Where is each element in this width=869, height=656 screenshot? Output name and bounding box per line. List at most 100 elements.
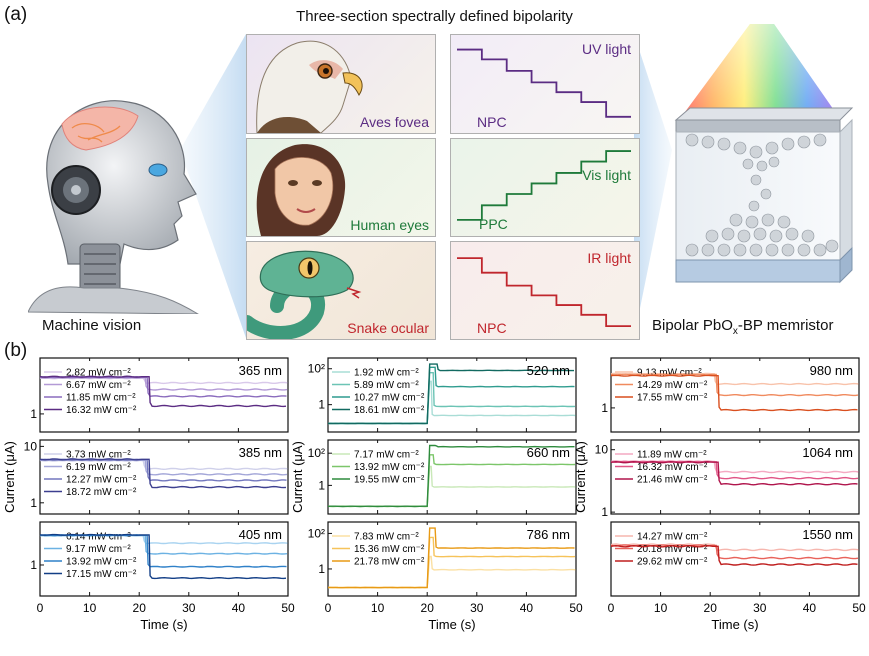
legend-label: 29.62 mW cm⁻²	[637, 557, 708, 568]
series-line	[610, 543, 859, 552]
y-axis-label: Current (μA)	[573, 441, 588, 513]
series-line	[39, 376, 288, 391]
x-tick-label: 0	[37, 601, 44, 615]
legend-label: 13.92 mW cm⁻²	[66, 557, 137, 568]
legend-label: 16.32 mW cm⁻²	[66, 405, 137, 416]
ir-response-panel: IR light NPC	[450, 241, 640, 340]
series-line	[39, 375, 287, 408]
x-tick-label: 30	[753, 601, 767, 615]
vis-ppc-label: PPC	[479, 216, 508, 232]
legend-label: 17.55 mW cm⁻²	[637, 393, 708, 404]
y-tick-label: 1	[318, 478, 325, 492]
chart-385-nm: 10 1 3.73 mW cm⁻²6.19 mW cm⁻² 12.27 mW cm⁻²…	[24, 439, 289, 515]
legend-label: 10.27 mW cm⁻²	[354, 393, 425, 404]
legend-label: 7.83 mW cm⁻²	[354, 532, 419, 543]
legend-label: 18.72 mW cm⁻²	[66, 487, 137, 498]
y-tick-label: 10²	[308, 526, 325, 540]
y-tick-label: 1	[30, 407, 37, 421]
series-line	[327, 444, 575, 508]
y-tick-label: 1	[601, 505, 608, 519]
machine-vision-caption: Machine vision	[42, 317, 142, 334]
plot-frame	[39, 357, 289, 433]
x-tick-label: 20	[133, 601, 147, 615]
series-line	[610, 544, 858, 566]
human-eye-left	[288, 180, 298, 186]
legend-label: 14.29 mW cm⁻²	[637, 380, 708, 391]
x-tick-label: 20	[421, 601, 435, 615]
eagle-illustration	[256, 40, 363, 133]
x-tick-label: 40	[232, 601, 246, 615]
x-axis-label: Time (s)	[140, 617, 187, 632]
chart-title: 1550 nm	[802, 527, 853, 542]
x-tick-label: 30	[182, 601, 196, 615]
chart-1550-nm: 14.27 mW cm⁻²20.18 mW cm⁻² 29.62 mW cm⁻² 1…	[608, 521, 866, 632]
legend-label: 17.15 mW cm⁻²	[66, 569, 137, 580]
plot-frame	[327, 521, 577, 597]
chart-title: 1064 nm	[802, 445, 853, 460]
legend-label: 18.61 mW cm⁻²	[354, 405, 425, 416]
x-axis-label: Time (s)	[711, 617, 758, 632]
y-tick-label: 1	[30, 558, 37, 572]
legend-label: 19.55 mW cm⁻²	[354, 475, 425, 486]
ir-npc-label: NPC	[477, 320, 507, 336]
y-tick-label: 1	[30, 496, 37, 510]
step-response-line	[457, 257, 631, 328]
x-tick-label: 0	[608, 601, 615, 615]
human-face-illustration	[256, 144, 346, 236]
y-tick-label: 1	[601, 401, 608, 415]
chart-660-nm: 10² 1 7.17 mW cm⁻²13.92 mW cm⁻² 19.55 mW cm…	[308, 439, 577, 515]
legend-label: 21.78 mW cm⁻²	[354, 557, 425, 568]
right-fan	[634, 34, 672, 338]
x-tick-label: 50	[281, 601, 295, 615]
legend-label: 16.32 mW cm⁻²	[637, 462, 708, 473]
x-tick-label: 10	[371, 601, 385, 615]
x-tick-label: 10	[654, 601, 668, 615]
y-tick-label: 1	[318, 562, 325, 576]
series-line	[610, 460, 858, 486]
ir-light-label: IR light	[587, 250, 631, 266]
connector-fans	[180, 34, 672, 338]
series-line	[610, 374, 858, 412]
aves-panel: Aves fovea	[246, 34, 436, 134]
legend-label: 11.85 mW cm⁻²	[66, 393, 136, 404]
robot-illustration	[28, 100, 199, 314]
legend-label: 12.27 mW cm⁻²	[66, 475, 137, 486]
y-tick-label: 10²	[308, 446, 325, 460]
panel-a-title: Three-section spectrally defined bipolar…	[296, 8, 573, 25]
snake-illustration	[247, 250, 362, 339]
series-line	[610, 460, 859, 474]
legend-label: 9.13 mW cm⁻²	[637, 368, 702, 379]
y-tick-label: 10²	[308, 362, 325, 376]
x-tick-label: 30	[470, 601, 484, 615]
legend-label: 7.17 mW cm⁻²	[354, 450, 419, 461]
chart-title: 520 nm	[527, 363, 570, 378]
legend-label: 1.92 mW cm⁻²	[354, 368, 419, 379]
chart-title: 365 nm	[239, 363, 282, 378]
x-tick-label: 40	[520, 601, 534, 615]
panel-b-plots: 12.82 mW cm⁻²6.67 mW cm⁻²11.85 mW cm⁻²16…	[2, 357, 866, 632]
series-line	[327, 363, 574, 425]
panel-b-label: (b)	[4, 340, 28, 361]
chart-title: 405 nm	[239, 527, 282, 542]
x-axis-label: Time (s)	[428, 617, 475, 632]
legend-label: 2.82 mW cm⁻²	[66, 368, 131, 379]
chart-title: 786 nm	[527, 527, 570, 542]
chart-1064-nm: 10 1 11.89 mW cm⁻²16.32 mW cm⁻² 21.46 mW cm…	[595, 439, 860, 519]
human-panel: Human eyes	[246, 138, 436, 237]
x-tick-label: 0	[325, 601, 332, 615]
x-tick-label: 10	[83, 601, 97, 615]
uv-step-plot	[457, 48, 631, 118]
uv-npc-label: NPC	[477, 114, 507, 130]
memristor-caption: Bipolar PbOx-BP memristor	[652, 317, 834, 337]
series-line	[39, 458, 287, 489]
chart-786-nm: 10² 1 7.83 mW cm⁻²15.36 mW cm⁻² 21.78 mW cm…	[308, 521, 583, 632]
series-line	[327, 527, 575, 589]
legend-label: 13.92 mW cm⁻²	[354, 462, 425, 473]
plot-frame	[39, 439, 289, 515]
aves-label: Aves fovea	[359, 114, 429, 130]
y-tick-label: 10	[595, 443, 609, 457]
vis-light-label: Vis light	[582, 167, 631, 183]
legend-label: 14.27 mW cm⁻²	[637, 532, 708, 543]
y-axis-label: Current (μA)	[2, 441, 17, 513]
legend-label: 6.14 mW cm⁻²	[66, 532, 131, 543]
